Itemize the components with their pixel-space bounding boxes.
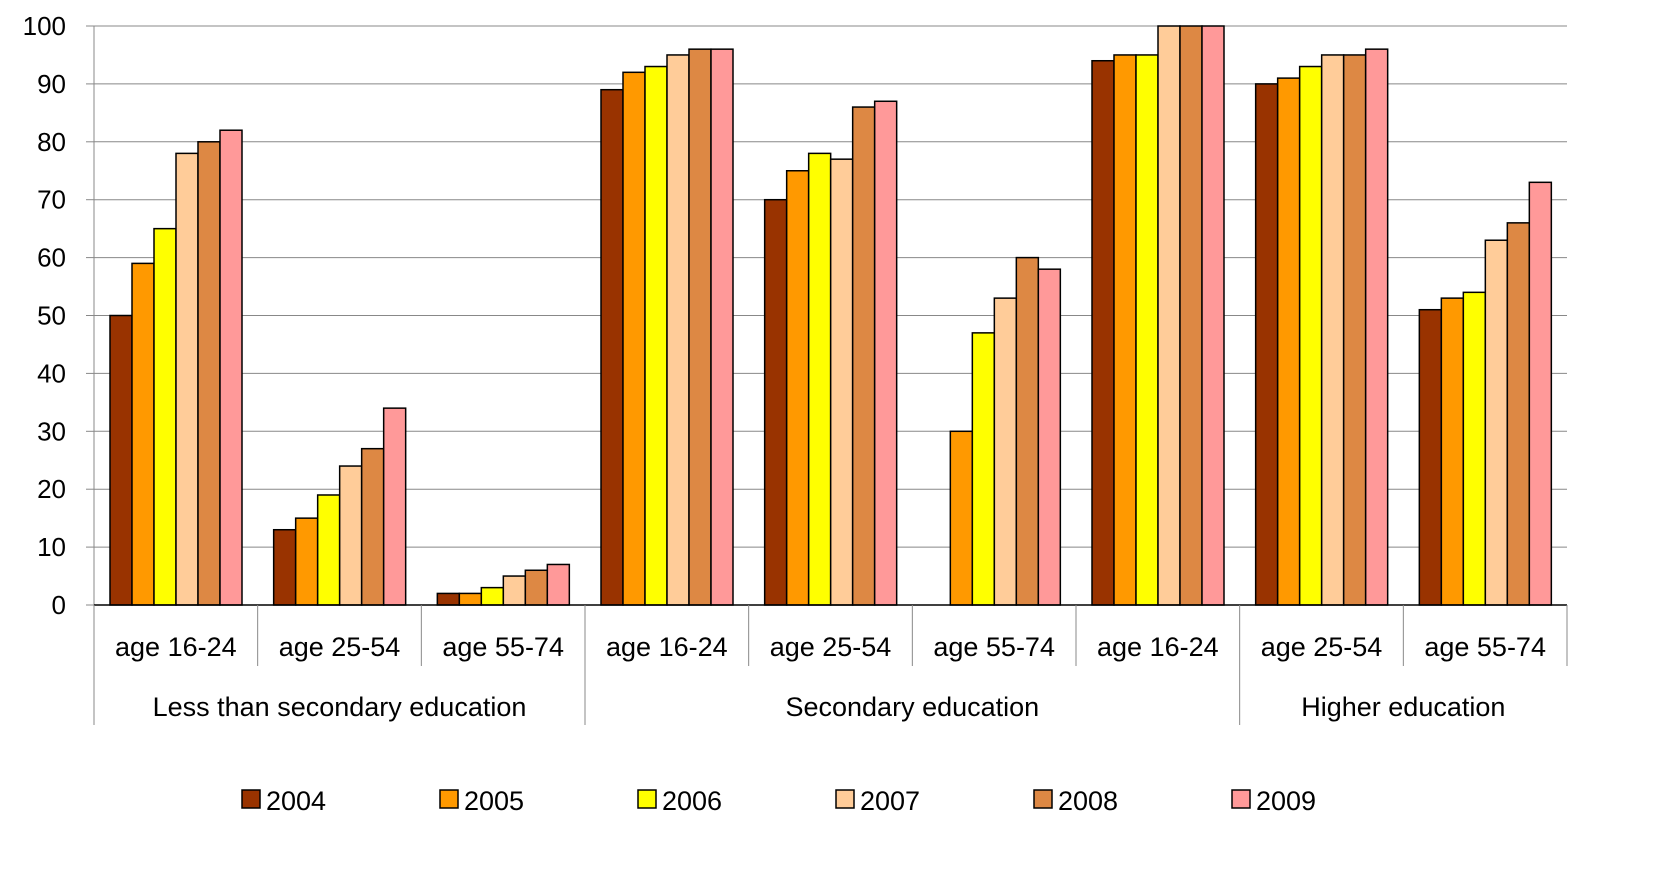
legend-label-2008: 2008 xyxy=(1058,786,1118,816)
bar-2007-8 xyxy=(1484,239,1509,606)
bar-2006-0 xyxy=(153,227,177,606)
bars xyxy=(109,25,1553,606)
legend-swatch-2005 xyxy=(439,789,459,809)
bar-2008-0 xyxy=(197,141,221,606)
y-tick-label: 90 xyxy=(37,69,66,99)
bar-2008-5 xyxy=(1015,256,1040,606)
bar-2006-4 xyxy=(807,152,832,606)
bar-2004-2 xyxy=(436,592,461,606)
bar-2007-3 xyxy=(666,54,690,606)
bar-2009-4 xyxy=(873,100,898,606)
y-tick-label: 40 xyxy=(37,358,66,388)
y-tick-label: 0 xyxy=(52,590,66,620)
bar-2005-1 xyxy=(294,517,319,606)
legend-swatch-2009 xyxy=(1231,789,1251,809)
y-tick-label: 20 xyxy=(37,474,66,504)
x-category-label: age 25-54 xyxy=(1261,632,1383,662)
bar-2005-6 xyxy=(1113,54,1137,606)
x-category-label: age 55-74 xyxy=(442,632,564,662)
x-category-label: age 16-24 xyxy=(1097,632,1219,662)
bar-2006-2 xyxy=(480,586,505,606)
bar-2007-2 xyxy=(502,575,527,606)
y-tick-label: 60 xyxy=(37,243,66,273)
y-tick-label: 10 xyxy=(37,532,66,562)
bar-2004-0 xyxy=(109,314,133,606)
bar-2009-1 xyxy=(382,407,407,606)
bar-2004-3 xyxy=(600,88,624,606)
bar-2008-1 xyxy=(360,447,385,606)
bar-2009-0 xyxy=(219,129,243,606)
bar-2006-1 xyxy=(316,494,341,606)
legend-swatch-2006 xyxy=(637,789,657,809)
bar-2008-6 xyxy=(1179,25,1203,606)
legend-swatch-2008 xyxy=(1033,789,1053,809)
bar-2005-3 xyxy=(622,71,646,606)
bar-2006-8 xyxy=(1462,291,1487,606)
x-category-label: age 25-54 xyxy=(770,632,892,662)
y-tick-label: 30 xyxy=(37,416,66,446)
bar-2004-6 xyxy=(1091,59,1115,606)
legend-label-2004: 2004 xyxy=(266,786,326,816)
y-tick-label: 70 xyxy=(37,185,66,215)
bar-2004-7 xyxy=(1254,83,1279,606)
x-category-label: age 55-74 xyxy=(933,632,1055,662)
bar-2008-3 xyxy=(688,48,712,606)
bar-2008-8 xyxy=(1506,222,1531,606)
x-group-label: Higher education xyxy=(1301,692,1505,722)
bar-2004-8 xyxy=(1418,308,1443,606)
bar-2005-5 xyxy=(949,430,974,606)
bar-2005-2 xyxy=(458,592,483,606)
bar-2009-2 xyxy=(546,563,571,606)
bar-2007-5 xyxy=(993,297,1018,606)
bar-2008-7 xyxy=(1342,54,1367,606)
legend-label-2005: 2005 xyxy=(464,786,524,816)
bar-2009-8 xyxy=(1528,181,1553,606)
bar-2005-7 xyxy=(1276,77,1301,606)
x-group-label: Secondary education xyxy=(785,692,1039,722)
y-tick-label: 80 xyxy=(37,127,66,157)
bar-2007-1 xyxy=(338,465,363,606)
y-tick-label: 100 xyxy=(23,11,66,41)
bar-2007-6 xyxy=(1157,25,1181,606)
bar-2008-4 xyxy=(851,106,876,606)
bar-2007-0 xyxy=(175,152,199,606)
bar-2009-6 xyxy=(1201,25,1225,606)
x-category-label: age 16-24 xyxy=(115,632,237,662)
bar-2008-2 xyxy=(524,569,549,606)
bar-2004-1 xyxy=(272,528,297,606)
x-category-label: age 55-74 xyxy=(1424,632,1546,662)
legend: 2004 2005 2006 2007 2008 2009 xyxy=(241,786,1316,816)
legend-swatch-2004 xyxy=(241,789,261,809)
bar-2007-4 xyxy=(829,158,854,606)
bar-2005-0 xyxy=(131,262,155,606)
x-category-label: age 25-54 xyxy=(279,632,401,662)
bar-2006-3 xyxy=(644,65,668,606)
bar-2009-3 xyxy=(710,48,734,606)
bar-2009-5 xyxy=(1037,268,1062,606)
bar-2005-8 xyxy=(1440,297,1465,606)
legend-swatch-2007 xyxy=(835,789,855,809)
bar-2006-5 xyxy=(971,332,996,606)
bar-2006-6 xyxy=(1135,54,1159,606)
x-category-label: age 16-24 xyxy=(606,632,728,662)
bar-2009-7 xyxy=(1364,48,1389,606)
y-tick-label: 50 xyxy=(37,301,66,331)
x-group-label: Less than secondary education xyxy=(153,692,527,722)
bar-2005-4 xyxy=(785,170,810,606)
axes: 0 10 20 30 40 50 60 70 80 90 100 age 16-24 age 25-54… xyxy=(23,11,1568,725)
legend-label-2009: 2009 xyxy=(1256,786,1316,816)
bar-2006-7 xyxy=(1298,65,1323,606)
legend-label-2007: 2007 xyxy=(860,786,920,816)
bar-2004-4 xyxy=(763,198,788,606)
bar-2007-7 xyxy=(1320,54,1345,606)
legend-label-2006: 2006 xyxy=(662,786,722,816)
